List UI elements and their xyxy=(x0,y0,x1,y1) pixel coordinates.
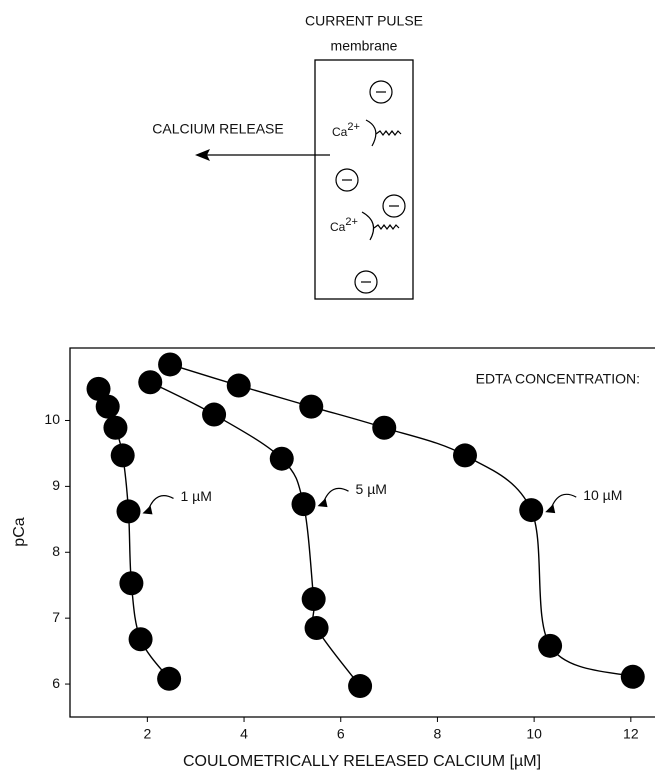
chart: EDTA CONCENTRATION: COULOMETRICALLY RELE… xyxy=(11,348,655,770)
ion-label: Ca2+ xyxy=(330,216,358,234)
x-axis-label: COULOMETRICALLY RELEASED CALCIUM [µM] xyxy=(183,753,541,770)
annotation-arrow xyxy=(149,496,174,510)
x-tick-label: 6 xyxy=(337,726,345,742)
data-point xyxy=(348,674,372,698)
data-point xyxy=(157,667,181,691)
data-point xyxy=(117,499,141,523)
annotation-arrow-head xyxy=(143,505,153,514)
annotation-arrow-head xyxy=(318,498,328,507)
annotation-arrow xyxy=(551,494,576,508)
data-point xyxy=(111,443,135,467)
y-tick-label: 9 xyxy=(52,477,60,493)
data-point xyxy=(519,498,543,522)
data-point xyxy=(138,370,162,394)
x-tick-label: 12 xyxy=(623,726,639,742)
series-label: 1 µM xyxy=(181,488,212,504)
x-tick-label: 10 xyxy=(526,726,542,742)
data-point xyxy=(621,665,645,689)
x-tick-label: 2 xyxy=(143,726,151,742)
data-point xyxy=(538,634,562,658)
ion-label: Ca2+ xyxy=(332,121,360,139)
channels xyxy=(336,81,405,293)
data-point xyxy=(202,403,226,427)
data-point xyxy=(299,395,323,419)
y-tick-label: 10 xyxy=(44,411,60,427)
figure: CURRENT PULSE membrane CALCIUM RELEASE C… xyxy=(0,0,659,773)
data-point xyxy=(292,492,316,516)
data-point xyxy=(96,395,120,419)
data-point xyxy=(103,416,127,440)
x-tick-label: 8 xyxy=(434,726,442,742)
y-tick-label: 6 xyxy=(52,675,60,691)
data-point xyxy=(129,627,153,651)
data-point xyxy=(305,616,329,640)
data-point xyxy=(372,416,396,440)
y-tick-label: 8 xyxy=(52,543,60,559)
annotation-arrow-head xyxy=(545,504,555,513)
series-label: 10 µM xyxy=(583,487,622,503)
data-point xyxy=(270,447,294,471)
series-line xyxy=(150,382,360,686)
data-point xyxy=(453,443,477,467)
annotation-arrow xyxy=(324,488,349,502)
data-point xyxy=(119,571,143,595)
data-point xyxy=(227,374,251,398)
data-point xyxy=(158,352,182,376)
diagram-title: CURRENT PULSE xyxy=(305,13,423,29)
series-line xyxy=(170,364,633,676)
release-label: CALCIUM RELEASE xyxy=(152,121,283,137)
series-label: 5 µM xyxy=(356,481,387,497)
y-axis-label: pCa xyxy=(11,517,28,546)
legend-title: EDTA CONCENTRATION: xyxy=(476,371,640,387)
diagram: CURRENT PULSE membrane CALCIUM RELEASE C… xyxy=(152,13,423,299)
membrane xyxy=(315,60,413,299)
membrane-label: membrane xyxy=(331,38,398,54)
data-point xyxy=(302,587,326,611)
x-tick-label: 4 xyxy=(240,726,248,742)
y-tick-label: 7 xyxy=(52,609,60,625)
